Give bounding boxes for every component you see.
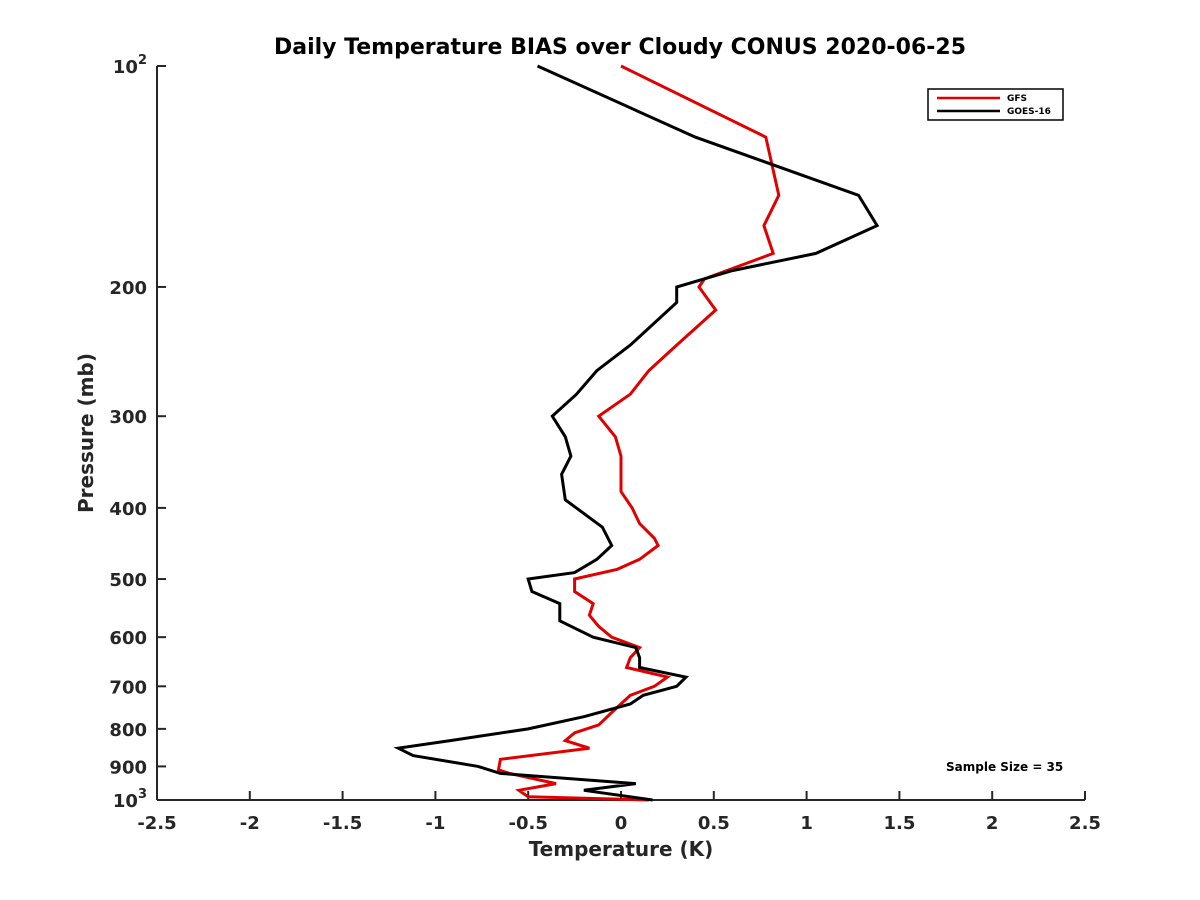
y-tick-label: 500 xyxy=(109,570,147,591)
y-tick-label: 300 xyxy=(109,407,147,428)
chart-title: Daily Temperature BIAS over Cloudy CONUS… xyxy=(274,35,966,60)
x-axis-label: Temperature (K) xyxy=(529,837,714,861)
x-tick-label: 1.5 xyxy=(883,813,915,834)
x-tick-label: 1 xyxy=(800,813,813,834)
x-tick-label: -1.5 xyxy=(323,813,362,834)
y-tick-label: 900 xyxy=(109,757,147,778)
y-tick-label: 103 xyxy=(113,787,147,812)
sample-size-annotation: Sample Size = 35 xyxy=(946,760,1063,774)
y-tick-label: 400 xyxy=(109,499,147,520)
legend-label-gfs: GFS xyxy=(1007,94,1027,104)
y-tick-label: 700 xyxy=(109,677,147,698)
series-line-gfs xyxy=(496,64,781,802)
x-tick-label: -1 xyxy=(425,813,445,834)
y-tick-base: 10 xyxy=(113,57,138,78)
y-tick-label: 200 xyxy=(109,278,147,299)
series-line-goes-16 xyxy=(393,64,880,802)
x-tick-label: 2.5 xyxy=(1069,813,1101,834)
x-tick-label: -0.5 xyxy=(509,813,548,834)
x-tick-label: 2 xyxy=(986,813,999,834)
x-tick-label: 0.5 xyxy=(698,813,730,834)
legend-label-goes-16: GOES-16 xyxy=(1007,107,1051,117)
y-tick-label: 102 xyxy=(113,53,147,78)
x-ticks: -2.5 -2 -1.5 -1 -0.5 0 0.5 1 1.5 2 2.5 xyxy=(137,791,1101,834)
legend: GFS GOES-16 xyxy=(927,88,1064,121)
series-lines xyxy=(393,64,880,802)
y-tick-label: 800 xyxy=(109,720,147,741)
x-tick-label: -2 xyxy=(240,813,260,834)
legend-box xyxy=(927,88,1064,121)
y-tick-exponent: 3 xyxy=(138,787,147,802)
x-tick-label: -2.5 xyxy=(137,813,176,834)
y-axis-label: Pressure (mb) xyxy=(74,353,98,513)
y-tick-base: 10 xyxy=(113,791,138,812)
y-tick-label: 600 xyxy=(109,628,147,649)
y-tick-exponent: 2 xyxy=(138,53,147,68)
x-tick-label: 0 xyxy=(615,813,628,834)
